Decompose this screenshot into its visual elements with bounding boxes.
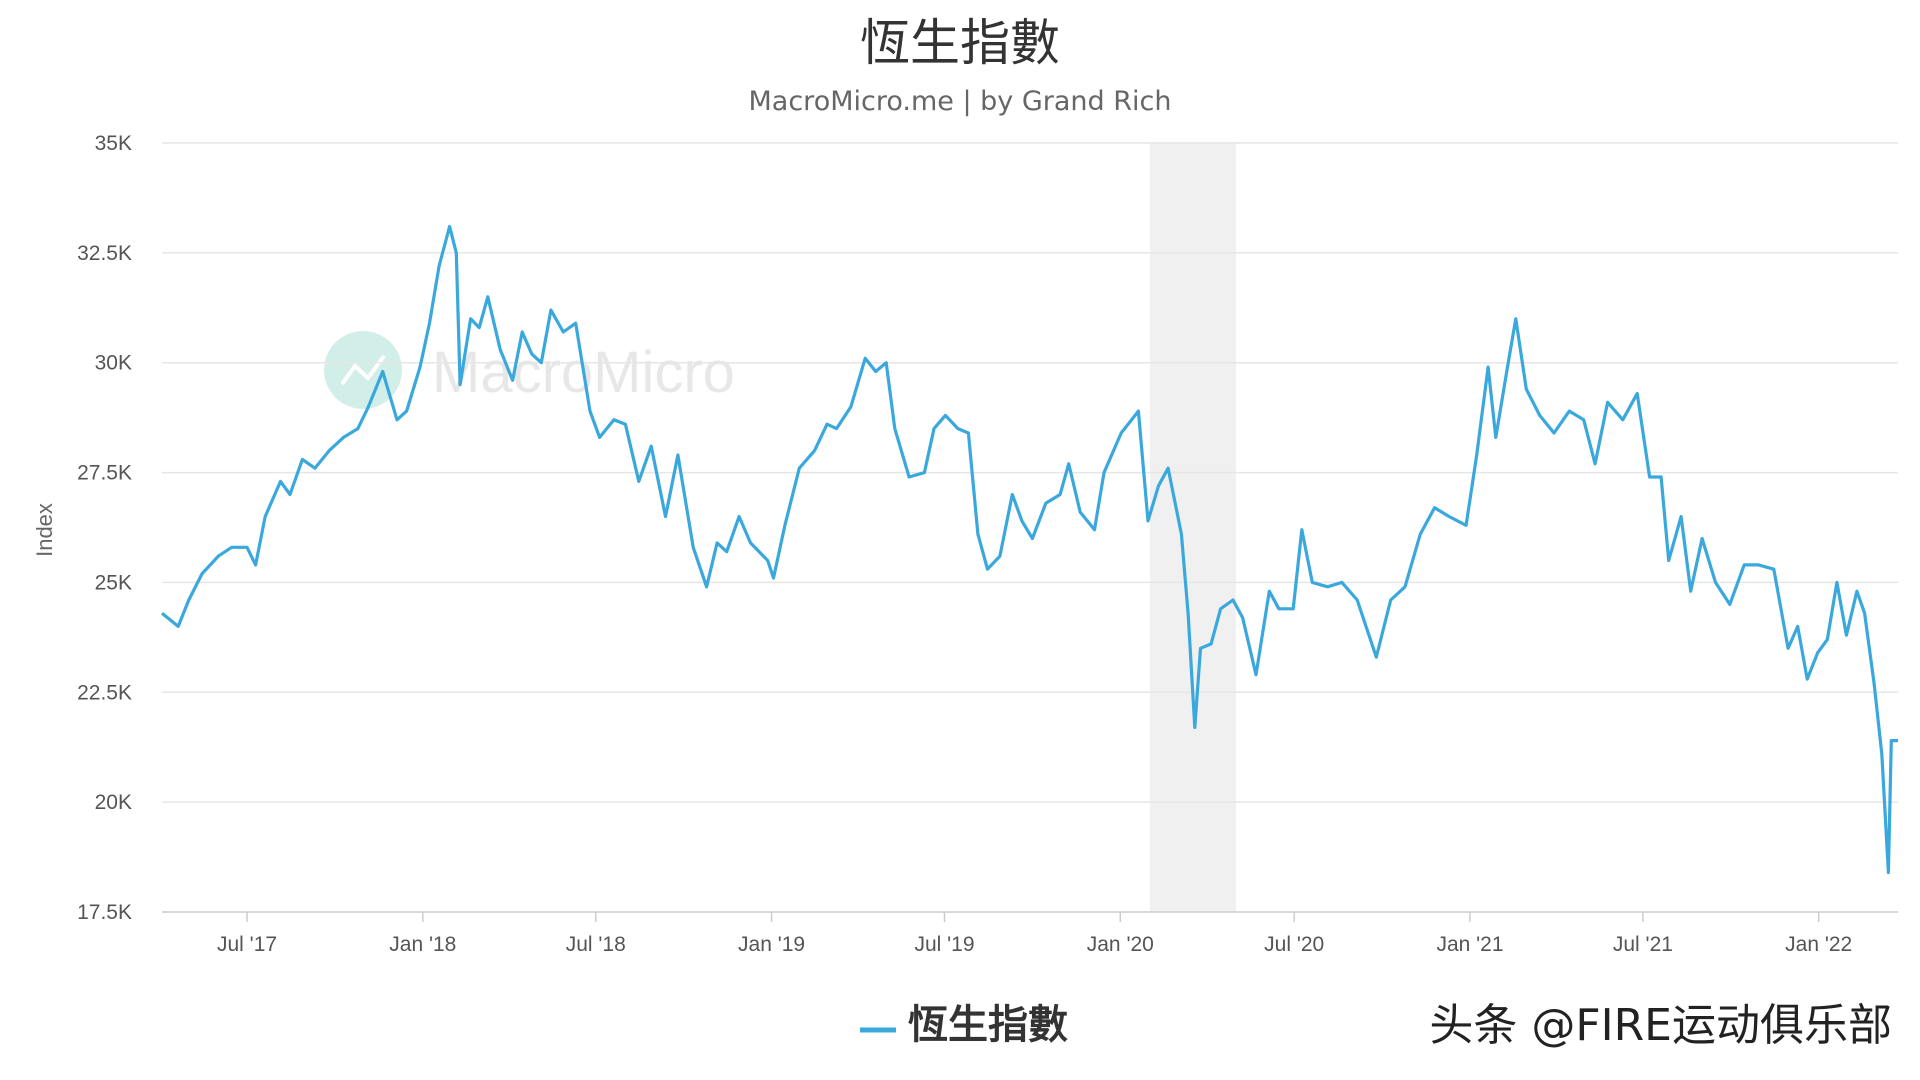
watermark: MacroMicro	[324, 331, 735, 409]
watermark-logo-icon	[324, 331, 402, 409]
x-tick-label: Jan '21	[1436, 933, 1503, 956]
y-tick-label: 30K	[95, 352, 132, 375]
chart-title: 恆生指數	[860, 14, 1060, 72]
chart-subtitle: MacroMicro.me | by Grand Rich	[749, 86, 1172, 117]
x-tick-label: Jul '19	[914, 933, 974, 956]
series-line[interactable]	[160, 224, 1898, 875]
x-tick-label: Jul '18	[566, 933, 626, 956]
x-tick-label: Jul '21	[1613, 933, 1673, 956]
y-tick-label: 32.5K	[77, 242, 132, 265]
watermark-chart-glyph	[340, 354, 386, 386]
shaded-region-layer	[1149, 143, 1236, 912]
y-tick-label: 20K	[95, 791, 132, 814]
x-tick-label: Jul '20	[1264, 933, 1324, 956]
legend-label[interactable]: 恆生指數	[908, 1002, 1068, 1048]
x-axis-ticks: Jul '17 Jan '18 Jul '18 Jan '19 Jul '19 Jan '…	[217, 912, 1852, 956]
y-tick-label: 17.5K	[77, 901, 132, 924]
x-tick-label: Jan '18	[389, 933, 456, 956]
x-tick-label: Jan '19	[738, 933, 805, 956]
y-axis-ticks: 17.5K 20K 22.5K 25K 27.5K 30K 32.5K 35K	[77, 132, 132, 924]
y-axis-title: Index	[32, 503, 57, 557]
y-tick-label: 25K	[95, 571, 132, 594]
x-tick-label: Jan '22	[1785, 933, 1852, 956]
y-tick-label: 22.5K	[77, 681, 132, 704]
y-tick-label: 27.5K	[77, 462, 132, 485]
shaded-region	[1149, 143, 1236, 912]
y-tick-label: 35K	[95, 132, 132, 155]
gridlines	[162, 142, 1898, 913]
footer-credit: 头条 @FIRE运动俱乐部	[1429, 1000, 1892, 1051]
x-tick-label: Jan '20	[1087, 933, 1154, 956]
series-layer	[160, 224, 1898, 875]
x-tick-label: Jul '17	[217, 933, 277, 956]
legend[interactable]: 恆生指數	[860, 1002, 1068, 1048]
